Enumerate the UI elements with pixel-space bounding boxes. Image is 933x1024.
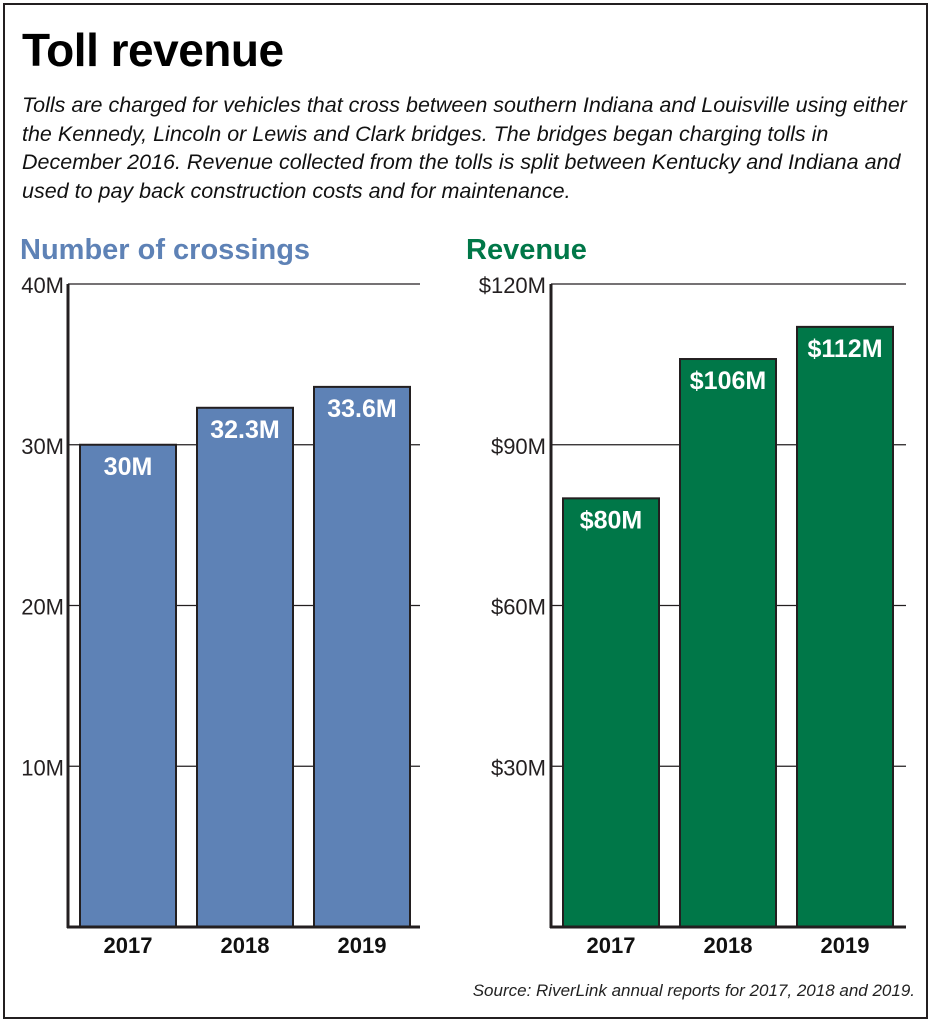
crossings-data-label: 33.6M (327, 395, 396, 423)
crossings-data-label: 32.3M (210, 416, 279, 444)
crossings-bar (196, 406, 294, 928)
crossings-ytick-label: 20M (21, 595, 64, 620)
revenue-bar (796, 325, 894, 929)
revenue-xtick-label: 2017 (587, 933, 636, 958)
revenue-chart-title: Revenue (466, 234, 587, 266)
crossings-xtick-label: 2017 (104, 933, 153, 958)
crossings-chart: 10M 20M 30M 40M 30M 2017 32.3M 2018 33.6M 2019 (21, 273, 420, 958)
page-subtitle: Tolls are charged for vehicles that cros… (22, 93, 907, 203)
crossings-xtick-label: 2018 (221, 933, 270, 958)
revenue-data-label: $80M (580, 506, 643, 534)
revenue-ytick-label: $90M (491, 434, 546, 459)
revenue-chart: $30M $60M $90M $120M $80M 2017 $106M 2018 $112M 2… (479, 273, 906, 958)
revenue-ytick-label: $60M (491, 595, 546, 620)
revenue-data-label: $112M (807, 335, 882, 363)
crossings-chart-title: Number of crossings (20, 234, 311, 266)
crossings-data-label: 30M (104, 453, 153, 481)
page-title: Toll revenue (22, 24, 284, 76)
revenue-data-label: $106M (690, 367, 766, 395)
revenue-ytick-label: $120M (479, 273, 546, 298)
revenue-bar (562, 497, 660, 928)
crossings-ytick-label: 40M (21, 273, 64, 298)
revenue-xtick-label: 2018 (704, 933, 753, 958)
crossings-ytick-label: 30M (21, 434, 64, 459)
source-note: Source: RiverLink annual reports for 201… (472, 981, 915, 1000)
crossings-xtick-label: 2019 (338, 933, 387, 958)
graphic-frame (3, 3, 928, 1019)
crossings-bar (313, 385, 411, 928)
crossings-ytick-label: 10M (21, 755, 64, 780)
revenue-bar (679, 358, 777, 928)
crossings-bar (79, 443, 177, 928)
revenue-ytick-label: $30M (491, 755, 546, 780)
revenue-xtick-label: 2019 (821, 933, 870, 958)
